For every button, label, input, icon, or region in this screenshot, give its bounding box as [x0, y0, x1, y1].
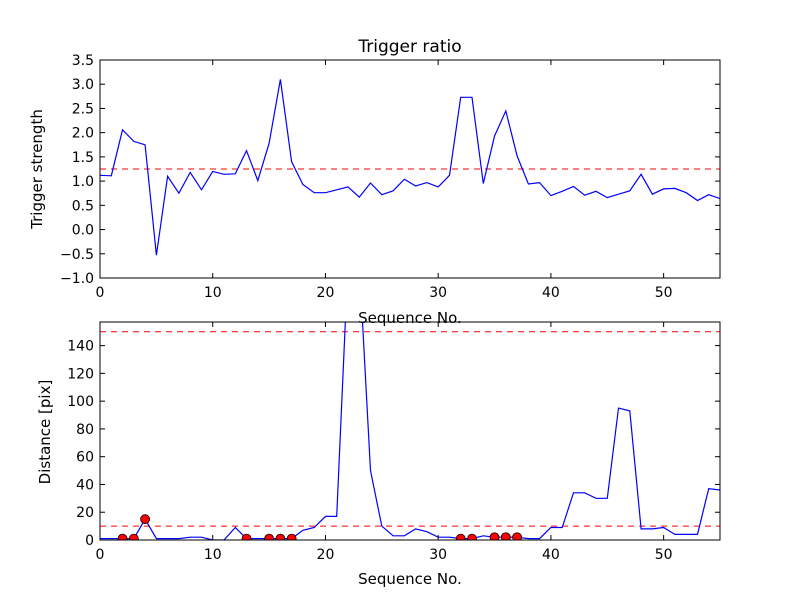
- y-tick-label: −0.5: [60, 247, 94, 263]
- x-tick-label: 20: [317, 547, 335, 563]
- x-tick-label: 30: [429, 285, 447, 301]
- y-tick-label: 0: [85, 533, 94, 549]
- x-tick-label: 0: [96, 285, 105, 301]
- y-tick-label: 120: [67, 366, 94, 382]
- x-tick-label: 30: [429, 547, 447, 563]
- plot-area: 0 10 20 30 40 50 0 20 40 60 80 100 120 140: [67, 321, 721, 563]
- y-tick-label: −1.0: [60, 271, 94, 287]
- axes-frame: [99, 321, 721, 541]
- data-point: [140, 514, 150, 525]
- y-tick-label: 100: [67, 394, 94, 410]
- bottom-chart: Distance [pix] Sequence No. 0 10 20 30 40 500…: [36, 321, 721, 588]
- data-point: [275, 533, 286, 540]
- series-line: [100, 79, 720, 256]
- y-tick-label: 2.5: [72, 101, 94, 117]
- x-axis-label: Sequence No.: [358, 309, 462, 327]
- data-point: [117, 533, 128, 540]
- y-tick-label: 2.0: [72, 126, 94, 142]
- axes-frame: [99, 59, 721, 279]
- plot-area: 0 10 20 30 40 50 −1.0 −0.5 0.0 0.5 1.0 1.5 2.0 2.5 3.0…: [60, 53, 721, 301]
- data-point: [286, 533, 297, 540]
- y-tick-label: 1.5: [72, 150, 94, 166]
- data-point: [264, 533, 274, 540]
- data-point: [455, 533, 466, 540]
- y-axis-label: Distance [pix]: [36, 380, 54, 485]
- x-tick-label: 10: [204, 547, 222, 563]
- y-tick-label: 1.0: [72, 174, 94, 190]
- y-tick-label: 3.0: [72, 77, 94, 93]
- x-tick-label: 40: [542, 547, 560, 563]
- x-tick-label: 0: [96, 547, 105, 563]
- y-tick-label: 60: [76, 450, 94, 466]
- x-tick-label: 40: [542, 285, 560, 301]
- y-tick-label: 3.5: [72, 53, 94, 69]
- chart-title: Trigger ratio: [357, 37, 461, 57]
- data-point: [128, 533, 139, 540]
- data-point: [489, 532, 500, 540]
- x-tick-label: 20: [317, 285, 335, 301]
- x-tick-label: 50: [655, 547, 673, 563]
- data-point: [500, 532, 511, 540]
- y-axis-label: Trigger strength: [28, 109, 46, 230]
- y-tick-label: 140: [67, 339, 94, 355]
- y-tick-label: 0.0: [72, 223, 94, 239]
- x-axis-label: Sequence No.: [358, 570, 462, 588]
- data-point: [467, 533, 477, 540]
- y-tick-label: 0.5: [72, 198, 94, 214]
- y-tick-label: 40: [76, 477, 94, 493]
- y-tick-label: 80: [76, 422, 94, 438]
- data-point: [512, 532, 522, 540]
- series-line: [100, 322, 720, 540]
- y-tick-label: 20: [76, 505, 94, 521]
- x-tick-label: 50: [655, 285, 673, 301]
- data-point: [241, 533, 252, 540]
- x-tick-label: 10: [204, 285, 222, 301]
